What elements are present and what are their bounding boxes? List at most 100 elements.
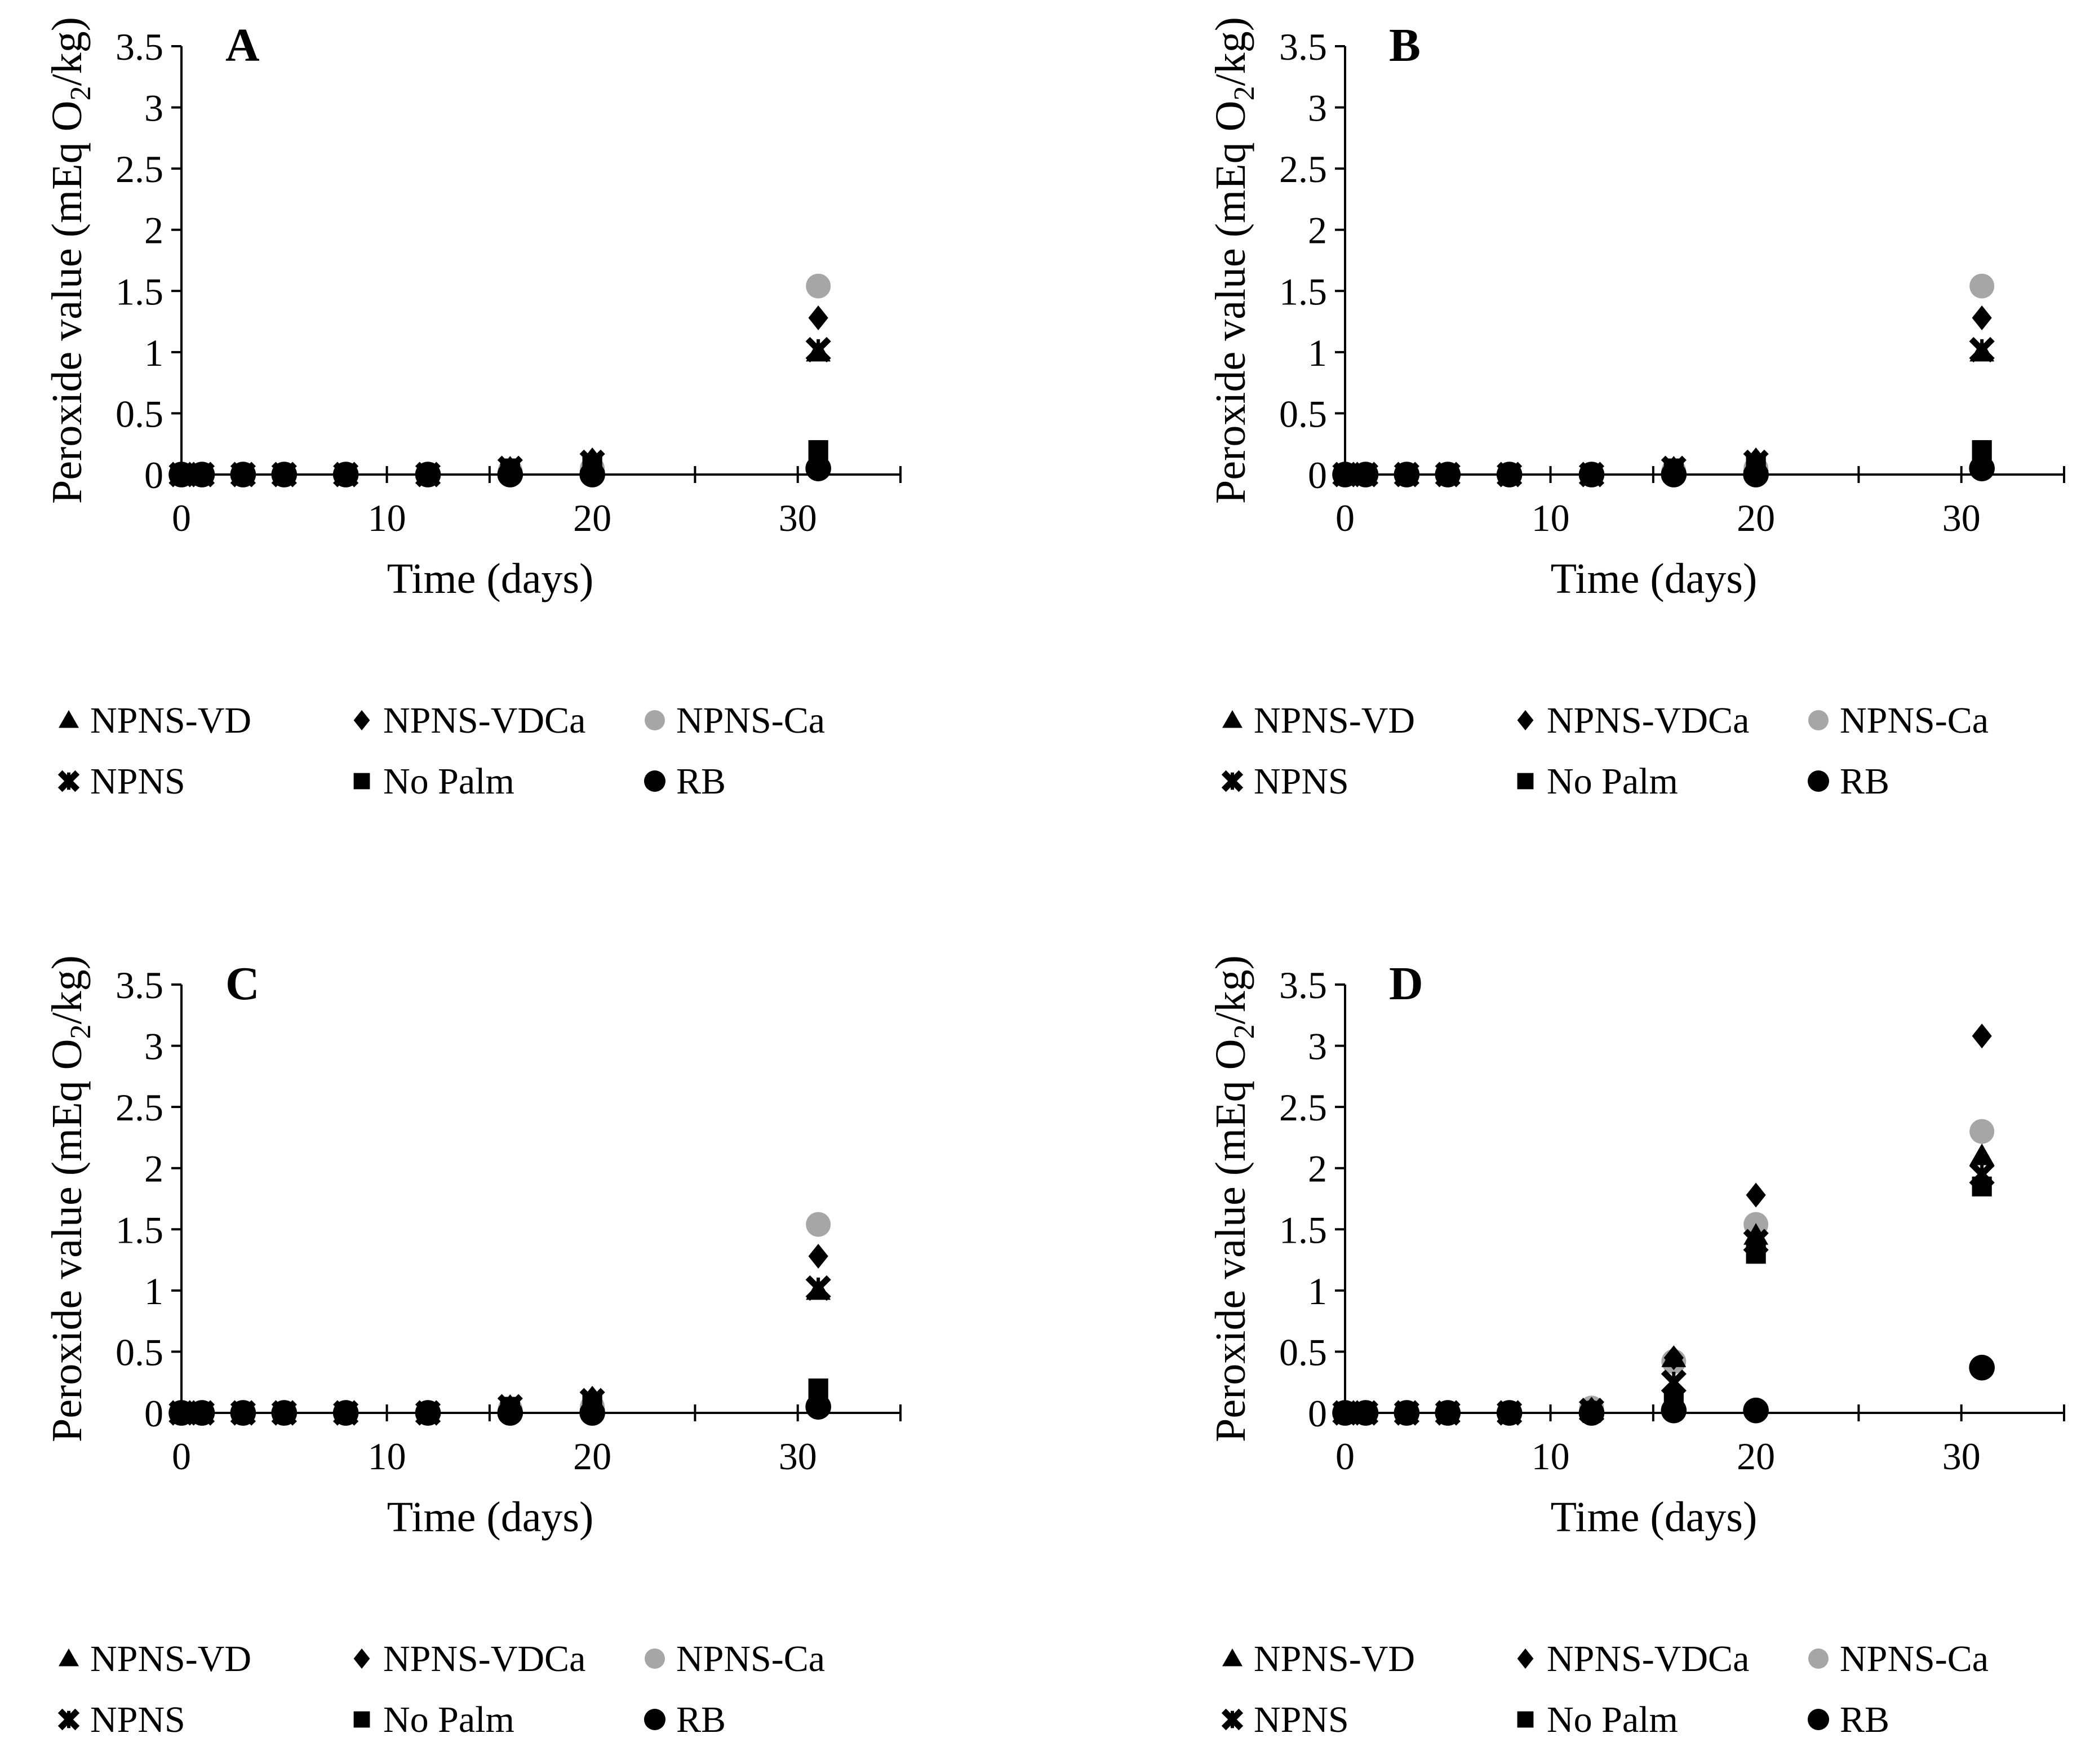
legend-label: No Palm bbox=[1547, 761, 1678, 802]
data-point-triangle bbox=[1333, 1400, 1357, 1422]
legend-label: NPNS-VD bbox=[90, 1638, 251, 1679]
data-point-circle bbox=[1969, 1119, 1995, 1144]
legend-label: RB bbox=[676, 1699, 726, 1740]
y-tick-label: 1.5 bbox=[116, 1208, 163, 1251]
svg-text:Peroxide value (mEq O2/kg): Peroxide value (mEq O2/kg) bbox=[1207, 17, 1261, 504]
legend-label: No Palm bbox=[383, 1699, 514, 1740]
legend-marker-x bbox=[57, 770, 80, 792]
y-tick-label: 0.5 bbox=[116, 1331, 163, 1373]
data-point-triangle bbox=[1435, 462, 1461, 484]
data-point-triangle bbox=[1661, 456, 1687, 478]
data-point-x bbox=[1661, 1369, 1687, 1395]
legend-label: NPNS-VDCa bbox=[1547, 700, 1749, 741]
legend-marker-circle bbox=[645, 710, 665, 730]
y-axis-title: Peroxide value (mEq O2/kg) bbox=[43, 955, 97, 1442]
y-axis-title: Peroxide value (mEq O2/kg) bbox=[1207, 17, 1261, 504]
y-tick-label: 1.5 bbox=[1279, 270, 1327, 313]
legend-label: NPNS-VDCa bbox=[383, 1638, 585, 1679]
data-point-triangle bbox=[1743, 1223, 1769, 1245]
legend-label: NPNS-VD bbox=[1254, 1638, 1415, 1679]
data-point-triangle bbox=[498, 456, 523, 478]
data-point-triangle bbox=[272, 462, 297, 484]
y-tick-label: 2 bbox=[1308, 209, 1327, 252]
legend-label: RB bbox=[1840, 761, 1889, 802]
x-tick-label: 30 bbox=[779, 1435, 817, 1478]
legend-marker-diamond bbox=[353, 710, 370, 730]
y-tick-label: 3 bbox=[1308, 87, 1327, 130]
legend-label: NPNS-VDCa bbox=[1547, 1638, 1749, 1679]
data-point-triangle bbox=[1969, 1144, 1995, 1165]
data-point-triangle bbox=[1333, 462, 1357, 484]
legend-label: NPNS-VDCa bbox=[383, 700, 585, 741]
data-point-x bbox=[1969, 1161, 1995, 1187]
y-tick-label: 3.5 bbox=[1279, 964, 1327, 1007]
data-point-triangle bbox=[415, 1400, 441, 1422]
legend-label: RB bbox=[1840, 1699, 1889, 1740]
y-tick-label: 2.5 bbox=[1279, 148, 1327, 190]
x-axis-title: Time (days) bbox=[1551, 1493, 1758, 1541]
y-tick-label: 2.5 bbox=[116, 1086, 163, 1129]
data-point-diamond bbox=[1972, 1023, 1992, 1049]
legend-marker-dot bbox=[644, 770, 665, 792]
data-point-triangle bbox=[1969, 339, 1995, 362]
y-tick-label: 2.5 bbox=[1279, 1086, 1327, 1129]
chart-panel-d: 0 0.5 1 1.5 2 2.5 3 3.5 0 10 20 30 Time (days) Peroxi… bbox=[1207, 955, 2065, 1740]
x-tick-label: 0 bbox=[172, 497, 191, 539]
data-point-triangle bbox=[415, 462, 441, 484]
legend-label: NPNS bbox=[90, 761, 185, 802]
legend-label: NPNS-VD bbox=[1254, 700, 1415, 741]
svg-text:Peroxide value (mEq O2/kg): Peroxide value (mEq O2/kg) bbox=[43, 17, 97, 504]
panel-letter: C bbox=[225, 958, 260, 1010]
chart-panel-b: 0 0.5 1 1.5 2 2.5 3 3.5 0 10 20 30 Time (days) Peroxi… bbox=[1207, 17, 2065, 802]
data-point-dot bbox=[805, 1394, 831, 1420]
data-point-triangle bbox=[189, 462, 215, 484]
legend-marker-x bbox=[1221, 770, 1244, 792]
legend-marker-circle bbox=[645, 1648, 665, 1669]
data-point-triangle bbox=[230, 462, 256, 484]
data-point-triangle bbox=[333, 1400, 358, 1422]
legend-marker-dot bbox=[644, 1709, 665, 1730]
data-point-triangle bbox=[498, 1394, 523, 1416]
legend-marker-dot bbox=[1808, 1709, 1829, 1730]
legend-marker-square bbox=[1517, 1711, 1534, 1728]
legend-marker-triangle bbox=[59, 1648, 79, 1667]
y-tick-label: 0 bbox=[1308, 1392, 1327, 1435]
y-axis-title: Peroxide value (mEq O2/kg) bbox=[1207, 955, 1261, 1442]
data-point-diamond bbox=[1972, 305, 1992, 331]
data-point-triangle bbox=[580, 1388, 605, 1410]
legend-label: No Palm bbox=[383, 761, 514, 802]
y-tick-label: 0 bbox=[144, 454, 163, 497]
y-tick-label: 0.5 bbox=[1279, 392, 1327, 435]
x-tick-label: 10 bbox=[1532, 497, 1570, 539]
legend-label: NPNS-Ca bbox=[676, 1638, 825, 1679]
svg-text:Peroxide value (mEq O2/kg): Peroxide value (mEq O2/kg) bbox=[1207, 955, 1261, 1442]
legend-label: NPNS-Ca bbox=[1840, 700, 1989, 741]
y-tick-label: 1 bbox=[144, 331, 163, 374]
svg-text:Peroxide value (mEq O2/kg): Peroxide value (mEq O2/kg) bbox=[43, 955, 97, 1442]
data-point-circle bbox=[806, 273, 831, 299]
x-axis-title: Time (days) bbox=[387, 555, 594, 602]
legend-marker-diamond bbox=[353, 1648, 370, 1669]
data-point-circle bbox=[806, 1212, 831, 1237]
legend-marker-x bbox=[57, 1708, 80, 1731]
y-tick-label: 0.5 bbox=[1279, 1331, 1327, 1373]
legend-label: NPNS bbox=[90, 1699, 185, 1740]
y-tick-label: 1.5 bbox=[116, 270, 163, 313]
legend-marker-diamond bbox=[1517, 1648, 1534, 1669]
y-tick-label: 2 bbox=[144, 209, 163, 252]
y-tick-label: 0 bbox=[1308, 454, 1327, 497]
x-tick-label: 20 bbox=[1737, 1435, 1775, 1478]
y-tick-label: 0.5 bbox=[116, 392, 163, 435]
data-point-triangle bbox=[806, 1278, 831, 1300]
x-tick-label: 30 bbox=[779, 497, 817, 539]
data-point-triangle bbox=[1661, 1345, 1687, 1367]
legend-marker-triangle bbox=[1222, 1648, 1243, 1667]
data-point-dot bbox=[1743, 1397, 1769, 1424]
panel-letter: D bbox=[1389, 958, 1423, 1010]
data-point-square bbox=[808, 440, 828, 460]
data-point-triangle bbox=[1353, 462, 1378, 484]
y-tick-label: 1.5 bbox=[1279, 1208, 1327, 1251]
data-point-triangle bbox=[1579, 1398, 1604, 1420]
legend-label: No Palm bbox=[1547, 1699, 1678, 1740]
